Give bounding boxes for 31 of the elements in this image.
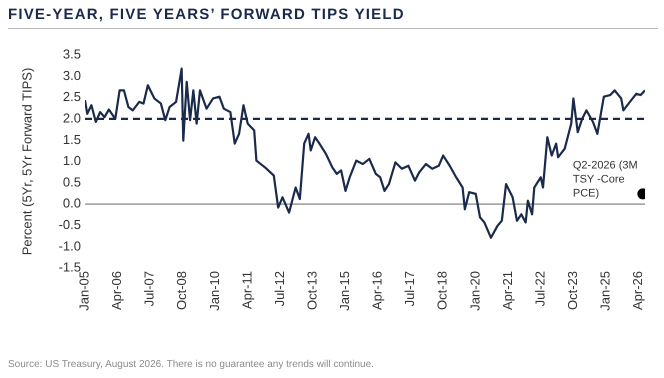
x-tick-label: Apr-26 [630, 271, 646, 310]
y-tick-label: -0.5 [58, 216, 81, 232]
y-tick-label: 1.0 [62, 153, 81, 168]
y-tick-label: 3.5 [62, 46, 81, 62]
x-tick-label: Jul-12 [272, 271, 287, 306]
y-tick-label: 3.0 [62, 68, 81, 83]
x-tick-label: Apr-06 [109, 271, 124, 310]
x-tick-label: Oct-08 [174, 271, 190, 310]
x-tick-label: Jan-25 [598, 271, 613, 311]
y-tick-label: 0.0 [62, 196, 81, 211]
x-tick-label: Jan-15 [337, 271, 352, 311]
x-tick-label: Jan-20 [467, 271, 482, 311]
x-tick-label: Jul-22 [532, 271, 548, 306]
x-tick-label: Jul-07 [142, 271, 157, 306]
x-tick-label: Jul-17 [402, 271, 418, 306]
y-axis-title: Percent (5Yr, 5Yr Forward TIPS) [19, 68, 34, 256]
y-tick-label: 2.5 [62, 89, 81, 104]
y-tick-label: 0.5 [62, 174, 81, 190]
x-tick-label: Oct-18 [434, 271, 450, 310]
y-tick-label: -1.0 [58, 238, 81, 254]
x-tick-label: Oct-13 [304, 271, 320, 310]
chart-title: FIVE-YEAR, FIVE YEARS’ FORWARD TIPS YIELD [8, 6, 405, 23]
x-tick-label: Jan-10 [206, 271, 222, 311]
x-tick-label: Oct-23 [564, 271, 580, 310]
y-tick-label: 2.0 [62, 110, 81, 126]
x-tick-label: Apr-11 [239, 271, 254, 310]
x-tick-label: Apr-16 [370, 271, 385, 310]
x-tick-label: Apr-21 [500, 271, 515, 310]
y-tick-label: 1.5 [62, 132, 81, 147]
source-note: Source: US Treasury, August 2026. There is no guarantee any trends will continue. [8, 359, 374, 370]
series-label: Q2-2026 (3M TSY -Core PCE) [572, 159, 638, 200]
